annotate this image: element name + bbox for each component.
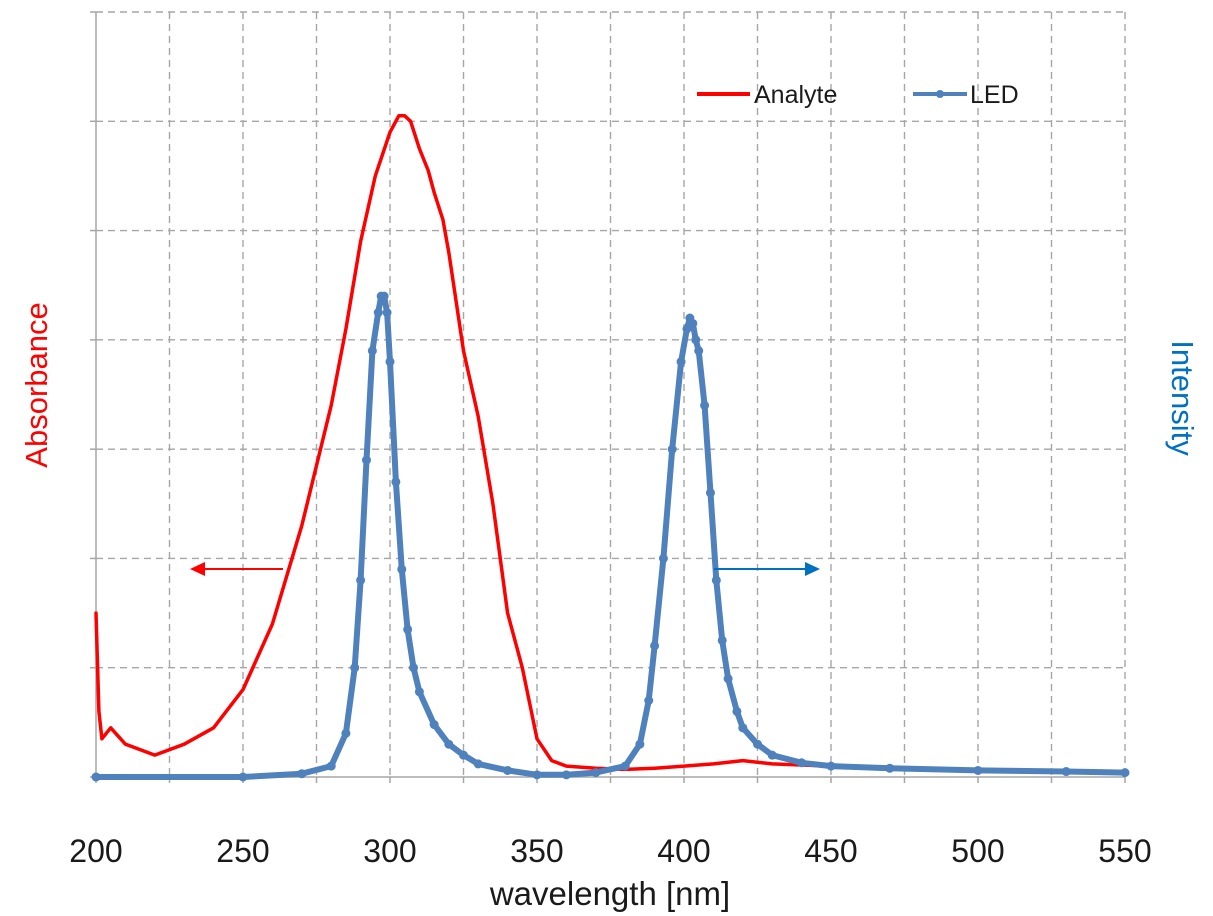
series-led-point (973, 765, 983, 775)
series-led-point (644, 696, 654, 705)
grid-layer (96, 11, 1126, 777)
series-led-point (753, 739, 762, 749)
annotation-layer (190, 562, 820, 576)
series-led-point (700, 400, 710, 410)
series-led-point (797, 758, 807, 768)
series-led-point (341, 728, 351, 738)
series-led-point (326, 761, 336, 771)
series-led-point (297, 769, 307, 779)
series-led-point (694, 346, 704, 356)
series-led-point (356, 575, 366, 585)
legend-led-label: LED (970, 81, 1019, 109)
series-led-point (238, 772, 248, 782)
series-led-point (1120, 768, 1130, 778)
series-led-point (767, 750, 777, 760)
series-led-point (385, 357, 395, 367)
series-led-point (717, 635, 727, 645)
left-axis-title: Absorbance (19, 302, 54, 467)
x-tick-label: 300 (363, 833, 416, 869)
x-tick-label: 500 (951, 833, 1004, 869)
series-led-point (444, 739, 454, 749)
series-led-point (473, 759, 483, 769)
series-led-point (532, 770, 542, 780)
series-led-point (503, 765, 513, 775)
x-axis-title: wavelength [nm] (489, 875, 730, 912)
series-led-point (361, 455, 371, 465)
series-led-point (561, 770, 571, 780)
x-tick-label: 200 (69, 833, 122, 869)
series-led-point (620, 761, 630, 771)
series-led-point (379, 291, 389, 301)
series-led-point (397, 564, 407, 574)
series-led-point (1061, 767, 1071, 777)
series-led-point (635, 739, 645, 749)
series-led-point (403, 624, 413, 634)
series-led-point (409, 663, 419, 673)
series-led-point (414, 687, 424, 697)
series-led-point (705, 488, 715, 498)
x-tick-label: 450 (804, 833, 857, 869)
series-led-point (723, 674, 733, 684)
series-led-point (691, 335, 701, 345)
series-led-point (350, 663, 360, 673)
series-led-point (676, 357, 686, 367)
tick-label-layer: 200 250 300 350 400 450 500 550 (69, 833, 1151, 869)
series-led-point (367, 346, 377, 356)
right-axis-arrow-head (805, 562, 820, 576)
series-led-point (711, 575, 721, 585)
series-led-point (429, 720, 439, 730)
series-led-point (459, 750, 468, 760)
legend: Analyte LED (697, 81, 1019, 109)
series-led-point (682, 324, 692, 334)
series-led-point (373, 308, 383, 318)
x-tick-label: 350 (510, 833, 563, 869)
series-led-point (885, 763, 895, 773)
series-led-point (591, 768, 601, 778)
series-led-point (667, 444, 677, 454)
series-led-point (826, 761, 836, 771)
series-analyte-line (94, 114, 1127, 774)
x-tick-label: 250 (216, 833, 269, 869)
x-tick-label: 550 (1098, 833, 1151, 869)
series-led-point (738, 723, 748, 733)
series-led-point (382, 308, 392, 318)
series-led-point (732, 706, 742, 716)
legend-led-marker (936, 90, 944, 98)
series-layer (91, 114, 1130, 782)
legend-analyte-label: Analyte (754, 81, 837, 109)
series-led-point (391, 477, 401, 487)
right-axis-title: Intensity (1165, 340, 1200, 456)
series-led-point (688, 318, 698, 328)
series-led-point (650, 641, 660, 651)
series-led-line (93, 293, 1128, 780)
series-led-point (658, 553, 668, 563)
series-led-point (91, 772, 101, 782)
x-tick-label: 400 (657, 833, 710, 869)
left-axis-arrow-head (190, 562, 205, 576)
